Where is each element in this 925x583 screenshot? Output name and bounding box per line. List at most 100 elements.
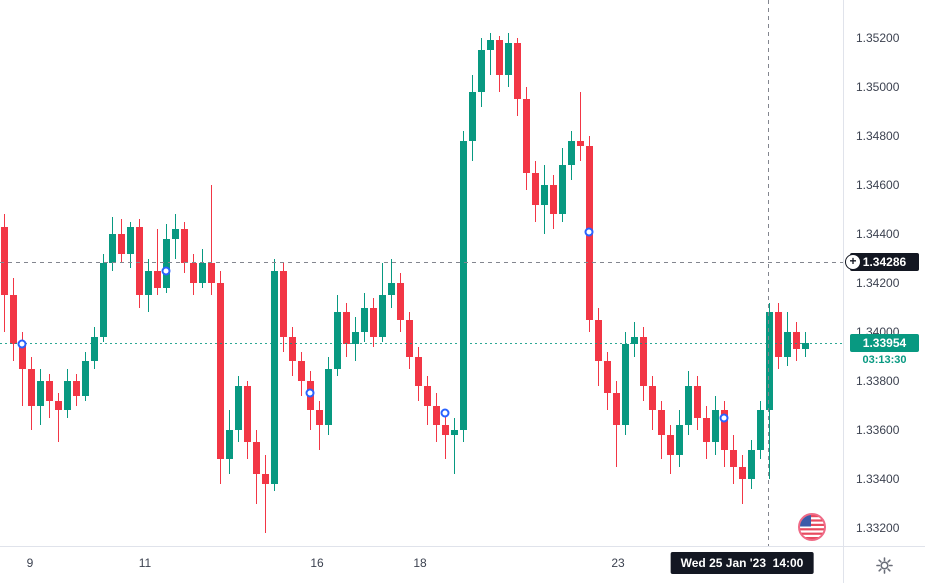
add-alert-plus-icon[interactable]: + (845, 253, 861, 270)
order-marker[interactable] (719, 413, 729, 423)
candle-body (495, 40, 503, 75)
candle-body (189, 263, 197, 284)
candle-body (549, 185, 557, 215)
candle-body (675, 425, 683, 455)
candle-wick (57, 393, 59, 443)
candle-body (684, 385, 692, 426)
candle-body (0, 226, 8, 296)
order-marker[interactable] (161, 266, 171, 276)
candle-body (162, 238, 170, 288)
candle-body (387, 283, 395, 296)
candle-body (720, 410, 728, 450)
price-tick-label: 1.34400 (856, 227, 900, 242)
candle-body (36, 381, 44, 406)
candle-body (765, 312, 773, 411)
candle-body (405, 319, 413, 357)
order-marker[interactable] (440, 408, 450, 418)
candle-body (18, 344, 26, 369)
candle-body (297, 361, 305, 382)
candle-body (747, 449, 755, 480)
candle-body (558, 165, 566, 215)
candle-body (45, 381, 53, 401)
candle-body (567, 140, 575, 166)
price-tick-label: 1.35200 (856, 30, 900, 45)
candle-body (279, 270, 287, 337)
crosshair-time-badge: Wed 25 Jan '23 14:00 (670, 552, 814, 574)
candle-body (117, 234, 125, 254)
candle-body (288, 336, 296, 362)
candle-body (657, 410, 665, 435)
candle-body (198, 263, 206, 284)
candle-body (486, 40, 494, 51)
candle-body (576, 140, 584, 146)
crosshair-vertical-line (767, 0, 769, 546)
candle-body (792, 332, 800, 350)
candle-body (99, 263, 107, 337)
order-marker[interactable] (305, 388, 315, 398)
candle-wick (444, 410, 446, 460)
candle-body (639, 336, 647, 386)
candle-body (180, 229, 188, 264)
candle-body (270, 270, 278, 484)
candle-body (621, 344, 629, 426)
price-tick-label: 1.33200 (856, 521, 900, 536)
candle-wick (264, 454, 266, 533)
candle-body (666, 434, 674, 455)
candle-body (378, 295, 386, 337)
candle-body (315, 410, 323, 426)
candle-body (153, 270, 161, 288)
candle-wick (489, 33, 491, 75)
candle-body (648, 385, 656, 411)
candle-body (603, 361, 611, 394)
candle-body (369, 307, 377, 337)
candle-body (171, 229, 179, 239)
price-tick-label: 1.33600 (856, 423, 900, 438)
candle-wick (579, 91, 581, 161)
candle-body (396, 283, 404, 320)
candle-body (72, 381, 80, 396)
candle-body (216, 283, 224, 460)
candle-body (477, 50, 485, 92)
bar-countdown: 03:13:30 (862, 354, 907, 367)
settings-gear-icon[interactable] (875, 555, 895, 575)
order-marker[interactable] (17, 339, 27, 349)
price-axis[interactable]: 1.35200 1.35000 1.34800 1.34600 1.34400 1.342… (843, 0, 925, 546)
candle-body (630, 336, 638, 345)
order-marker[interactable] (584, 227, 594, 237)
candle-body (360, 307, 368, 333)
candle-body (450, 430, 458, 435)
candle-body (594, 319, 602, 362)
candle-body (261, 474, 269, 484)
candle-body (207, 263, 215, 284)
candle-body (333, 312, 341, 369)
candle-body (756, 410, 764, 450)
candle-body (522, 99, 530, 173)
candle-body (801, 343, 809, 350)
us-flag-roundel-icon (798, 513, 826, 541)
candle-body (441, 425, 449, 435)
price-tick-label: 1.33800 (856, 374, 900, 389)
candle-body (108, 234, 116, 264)
time-tick-label: 16 (310, 556, 324, 570)
time-axis[interactable]: 9 11 16 18 23 Wed 25 Jan '23 14:00 (0, 546, 843, 583)
candle-body (27, 368, 35, 406)
crosshair-horizontal-line (0, 261, 843, 263)
candle-body (531, 172, 539, 205)
plot-area[interactable] (0, 0, 843, 546)
candle-body (225, 430, 233, 460)
time-tick-label: 11 (138, 556, 152, 570)
candle-body (693, 385, 701, 418)
axis-corner (843, 546, 925, 583)
candle-body (90, 336, 98, 362)
instrument-logo[interactable] (797, 512, 827, 542)
candle-body (459, 140, 467, 431)
candle-body (432, 405, 440, 426)
price-tick-label: 1.33400 (856, 472, 900, 487)
candle-body (774, 312, 782, 357)
candle-body (351, 332, 359, 345)
candle-body (144, 270, 152, 296)
candle-wick (390, 258, 392, 308)
candle-body (234, 385, 242, 431)
last-price-badge: 1.33954 (850, 334, 919, 353)
